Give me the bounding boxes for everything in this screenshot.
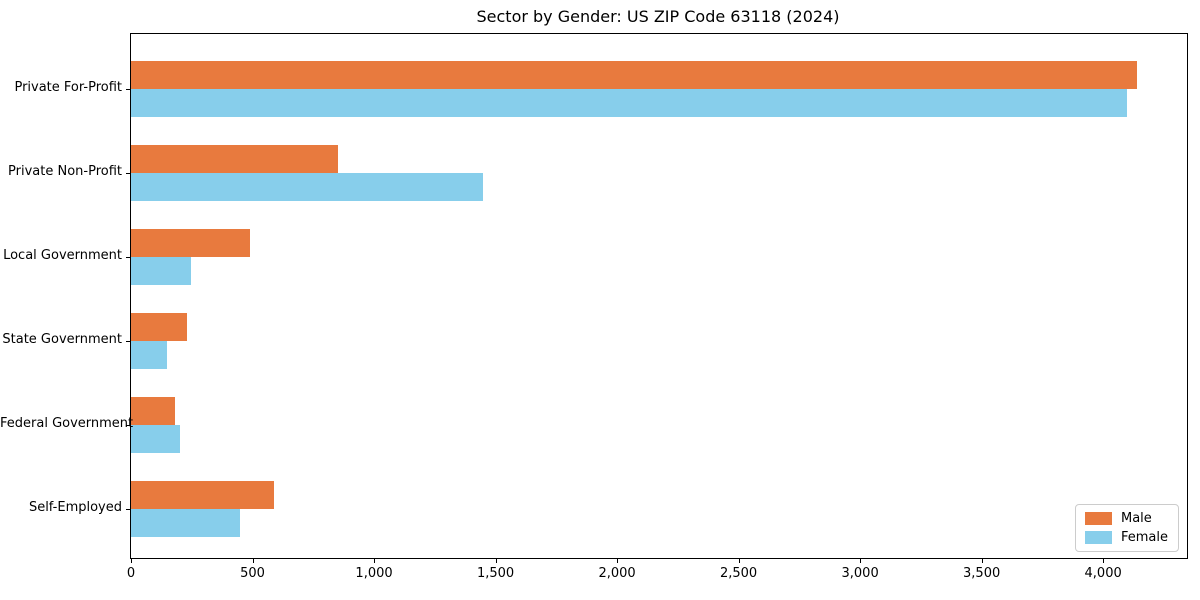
bar-female	[131, 509, 241, 537]
y-tick-mark	[126, 173, 130, 174]
x-tick-mark	[374, 559, 376, 563]
y-tick-label: Self-Employed	[28, 500, 122, 515]
x-tick-label: 2,500	[719, 566, 758, 581]
bar-female	[131, 89, 1128, 117]
y-tick-mark	[126, 341, 130, 342]
x-tick-mark	[860, 559, 862, 563]
bar-male	[131, 229, 251, 257]
bar-male	[131, 313, 187, 341]
bar-male	[131, 481, 275, 509]
x-tick-label: 3,500	[963, 566, 1001, 581]
y-tick-label: Local Government	[3, 248, 122, 263]
x-tick-label: 4,000	[1084, 566, 1122, 581]
y-tick-label: Private Non-Profit	[8, 164, 122, 179]
plot-area: Male Female 0 500 1,000 1,500 2,000 2,500 3,00…	[126, 33, 1188, 581]
y-tick-label: State Government	[2, 332, 122, 347]
bar-male	[131, 61, 1138, 89]
bar-female	[131, 173, 484, 201]
x-tick-mark	[495, 559, 497, 563]
bar-female	[131, 341, 168, 369]
y-tick-mark	[126, 425, 130, 426]
x-tick-mark	[738, 559, 740, 563]
legend-entry-male: Male	[1084, 511, 1168, 526]
x-tick-label: 2,000	[598, 566, 636, 581]
x-tick-label: 0	[126, 566, 136, 581]
legend: Male Female	[1074, 504, 1179, 552]
bar-female	[131, 425, 180, 453]
x-tick-mark	[131, 559, 132, 563]
y-tick-mark	[126, 509, 130, 510]
x-tick-mark	[617, 559, 619, 563]
bar-female	[131, 257, 191, 285]
y-tick-label: Federal Government	[0, 416, 134, 431]
x-tick-label: 3,000	[841, 566, 879, 581]
chart-title: Sector by Gender: US ZIP Code 63118 (202…	[476, 7, 840, 26]
y-tick-mark	[126, 89, 130, 90]
x-tick-label: 1,000	[355, 566, 393, 581]
y-tick-mark	[126, 257, 130, 258]
x-tick-label: 1,500	[476, 566, 515, 581]
x-tick-mark	[252, 559, 254, 563]
x-tick-mark	[1103, 559, 1105, 563]
x-tick-mark	[981, 559, 983, 563]
x-tick-label: 500	[240, 566, 265, 581]
male-color-swatch	[1084, 512, 1112, 525]
female-color-swatch	[1084, 531, 1112, 544]
bar-male	[131, 145, 338, 173]
bar-male	[131, 397, 175, 425]
legend-label-female: Female	[1120, 530, 1168, 545]
legend-entry-female: Female	[1084, 530, 1168, 545]
y-tick-label: Private For-Profit	[14, 80, 122, 95]
legend-label-male: Male	[1120, 511, 1152, 526]
